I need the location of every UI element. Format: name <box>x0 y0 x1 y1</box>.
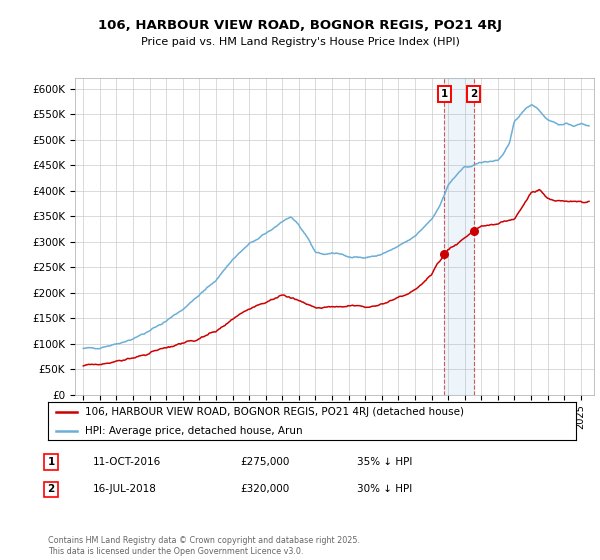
Text: 35% ↓ HPI: 35% ↓ HPI <box>357 457 412 467</box>
Text: 106, HARBOUR VIEW ROAD, BOGNOR REGIS, PO21 4RJ: 106, HARBOUR VIEW ROAD, BOGNOR REGIS, PO… <box>98 18 502 32</box>
Text: 2: 2 <box>47 484 55 494</box>
Text: 16-JUL-2018: 16-JUL-2018 <box>93 484 157 494</box>
Text: Contains HM Land Registry data © Crown copyright and database right 2025.
This d: Contains HM Land Registry data © Crown c… <box>48 536 360 556</box>
Bar <box>445 78 473 395</box>
Text: Price paid vs. HM Land Registry's House Price Index (HPI): Price paid vs. HM Land Registry's House … <box>140 37 460 47</box>
Text: HPI: Average price, detached house, Arun: HPI: Average price, detached house, Arun <box>85 426 302 436</box>
Text: £320,000: £320,000 <box>240 484 289 494</box>
Text: 106, HARBOUR VIEW ROAD, BOGNOR REGIS, PO21 4RJ (detached house): 106, HARBOUR VIEW ROAD, BOGNOR REGIS, PO… <box>85 407 464 417</box>
Text: 2: 2 <box>470 88 477 99</box>
Text: 30% ↓ HPI: 30% ↓ HPI <box>357 484 412 494</box>
Text: 1: 1 <box>47 457 55 467</box>
Text: £275,000: £275,000 <box>240 457 289 467</box>
Text: 11-OCT-2016: 11-OCT-2016 <box>93 457 161 467</box>
Text: 1: 1 <box>441 88 448 99</box>
